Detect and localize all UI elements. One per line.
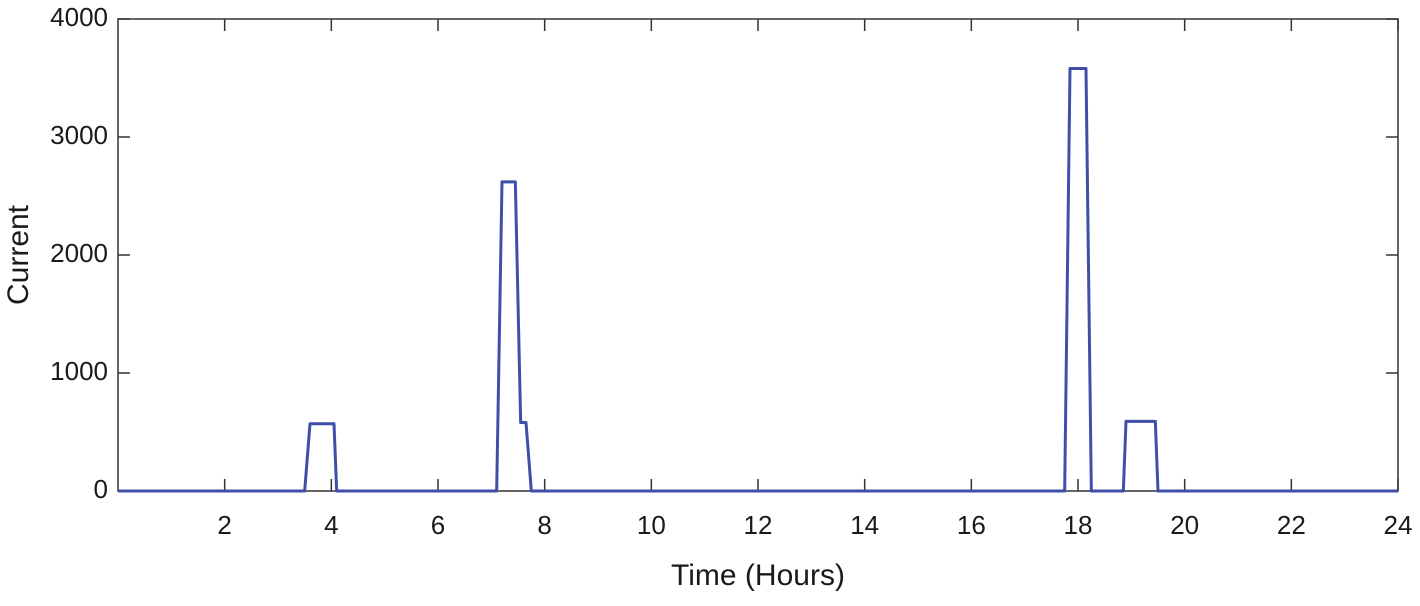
y-tick-label: 4000 [50,2,108,32]
x-tick-label: 16 [957,510,986,540]
x-tick-label: 22 [1277,510,1306,540]
x-tick-label: 18 [1064,510,1093,540]
x-tick-label: 8 [537,510,551,540]
x-tick-label: 6 [431,510,445,540]
y-tick-label: 0 [94,474,108,504]
x-tick-label: 10 [637,510,666,540]
x-tick-label: 24 [1384,510,1413,540]
data-line [118,67,1398,493]
x-tick-label: 20 [1170,510,1199,540]
y-tick-label: 1000 [50,356,108,386]
x-tick-label: 14 [850,510,879,540]
x-tick-label: 4 [324,510,338,540]
plot-frame [117,18,1399,492]
y-tick-label: 3000 [50,120,108,150]
y-tick-label: 2000 [50,238,108,268]
x-tick-label: 12 [744,510,773,540]
y-axis-label: Current [2,204,35,305]
x-axis-label: Time (Hours) [671,559,845,592]
x-tick-label: 2 [217,510,231,540]
